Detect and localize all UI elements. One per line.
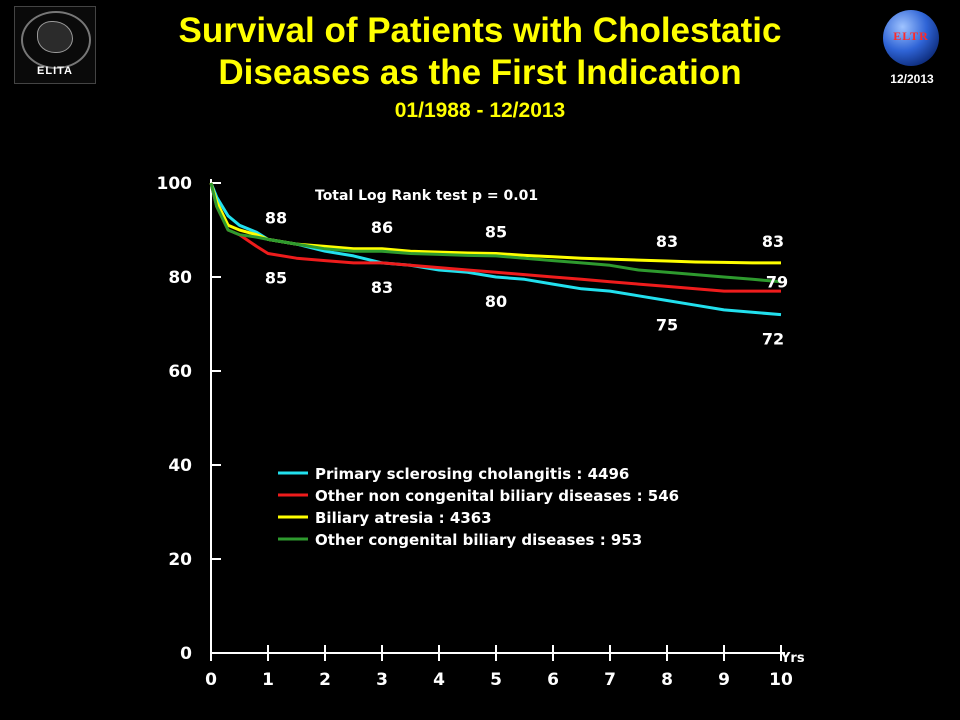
x-tick-label: 6 bbox=[547, 670, 559, 690]
series-line-4 bbox=[209, 182, 782, 284]
data-label: 83 bbox=[371, 278, 393, 297]
page-subtitle: 01/1988 - 12/2013 bbox=[394, 99, 566, 122]
x-axis-label: Yrs bbox=[780, 651, 805, 666]
date-label: 12/2013 bbox=[890, 72, 934, 86]
data-label: 83 bbox=[656, 232, 678, 251]
logo-ring-icon bbox=[21, 11, 91, 69]
data-label: 85 bbox=[485, 223, 507, 242]
data-label: 83 bbox=[762, 232, 784, 251]
y-tick-label: 80 bbox=[168, 268, 192, 288]
data-label: 75 bbox=[656, 316, 678, 335]
page-title-line-1: Survival of Patients with Cholestatic bbox=[178, 11, 782, 50]
legend-entry: Primary sclerosing cholangitis : 4496 bbox=[315, 465, 629, 483]
legend-entry: Biliary atresia : 4363 bbox=[315, 509, 492, 527]
eltr-logo-text: ELTR bbox=[893, 29, 929, 43]
x-tick-label: 7 bbox=[604, 670, 616, 690]
eltr-globe-logo: ELTR bbox=[883, 10, 939, 66]
y-tick-label: 0 bbox=[180, 644, 192, 664]
elita-logo-text: ELITA bbox=[37, 65, 73, 77]
data-label: 88 bbox=[265, 208, 287, 227]
x-tick-label: 2 bbox=[319, 670, 331, 690]
data-label: 79 bbox=[766, 273, 788, 292]
x-tick-label: 5 bbox=[490, 670, 502, 690]
liver-icon bbox=[37, 21, 73, 53]
x-tick-label: 0 bbox=[205, 670, 217, 690]
y-tick-label: 60 bbox=[168, 362, 192, 382]
x-tick-label: 9 bbox=[718, 670, 730, 690]
legend-entry: Other congenital biliary diseases : 953 bbox=[315, 531, 642, 549]
x-tick-label: 10 bbox=[769, 670, 793, 690]
x-tick-label: 3 bbox=[376, 670, 388, 690]
x-tick-label: 1 bbox=[262, 670, 274, 690]
series-line-1 bbox=[209, 182, 782, 317]
log-rank-annotation: Total Log Rank test p = 0.01 bbox=[315, 188, 538, 204]
y-tick-label: 100 bbox=[157, 174, 193, 194]
series-line-3 bbox=[209, 182, 781, 265]
x-tick-label: 4 bbox=[433, 670, 445, 690]
y-tick-label: 40 bbox=[168, 456, 192, 476]
elita-logo: ELITA bbox=[14, 6, 96, 84]
title-block: Survival of Patients with Cholestatic Di… bbox=[100, 10, 860, 124]
page-title-line-2: Diseases as the First Indication bbox=[218, 53, 742, 92]
legend-entry: Other non congenital biliary diseases : … bbox=[315, 487, 679, 505]
y-tick-label: 20 bbox=[168, 550, 192, 570]
data-label: 72 bbox=[762, 330, 784, 349]
data-label: 80 bbox=[485, 292, 507, 311]
x-tick-label: 8 bbox=[661, 670, 673, 690]
series-line-2 bbox=[209, 182, 781, 293]
data-label: 86 bbox=[371, 218, 393, 237]
data-label: 85 bbox=[265, 269, 287, 288]
